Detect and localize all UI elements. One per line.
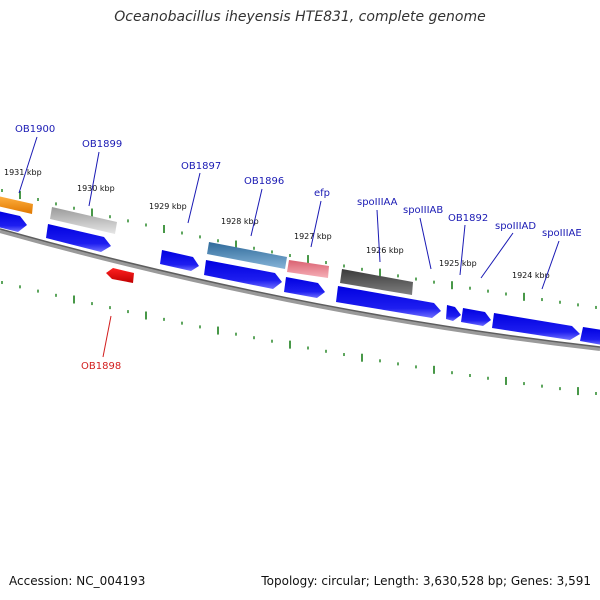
cds-arrow [46,224,111,252]
leader-line [419,217,432,270]
feature-block-pink [287,260,329,278]
gene-label-leaders [18,136,560,290]
leader-line [88,151,100,207]
leader-line [187,172,201,224]
leader-line [376,209,381,263]
leader-line [310,200,322,248]
cds-arrow [446,305,461,321]
cds-arrow-reverse [106,268,134,283]
gene-label[interactable]: OB1900 [15,124,55,135]
cds-arrow [284,277,325,298]
feature-block-orange [0,196,33,214]
kbp-label: 1925 kbp [439,259,477,268]
cds-arrow [160,250,199,271]
leader-line [541,240,560,290]
leader-line-reverse [102,315,112,358]
gene-label-reverse[interactable]: OB1898 [81,361,121,372]
gene-label[interactable]: OB1899 [82,139,122,150]
gene-label[interactable]: OB1892 [448,213,488,224]
kbp-label: 1931 kbp [4,168,42,177]
gene-label[interactable]: spoIIIAA [357,197,398,208]
reverse-strand-ticks [1,280,597,396]
cds-arrow [492,313,580,340]
cds-arrow [336,286,441,318]
gene-label[interactable]: spoIIIAB [403,205,443,216]
gene-label[interactable]: spoIIIAD [495,221,536,232]
feature-block-grey [50,207,117,234]
feature-block-darkgrey [340,269,413,295]
map-title: Oceanobacillus iheyensis HTE831, complet… [114,9,486,25]
forward-gene-labels: OB1900 OB1899 OB1897 OB1896 efp spoIIIAA… [15,124,582,239]
accession-label: Accession: NC_004193 [9,574,146,588]
leader-line [459,224,466,276]
cds-arrow [461,308,491,326]
gene-label[interactable]: spoIIIAE [542,228,582,239]
leader-line [18,136,38,194]
kbp-label: 1929 kbp [149,202,187,211]
gene-label[interactable]: efp [314,188,330,199]
gene-label[interactable]: OB1896 [244,176,284,187]
gene-label[interactable]: OB1897 [181,161,221,172]
leader-line [250,188,263,237]
cds-arrow [204,260,282,289]
genome-backbone-highlight [0,228,600,348]
feature-block-steelblue [207,242,287,269]
genome-summary: Topology: circular; Length: 3,630,528 bp… [261,574,591,588]
kbp-label: 1926 kbp [366,246,404,255]
genome-backbone [0,229,600,351]
cds-arrow [0,211,27,232]
cds-arrow [580,327,600,345]
kbp-label: 1924 kbp [512,271,550,280]
leader-line [480,232,514,279]
kbp-label: 1930 kbp [77,184,115,193]
kbp-label: 1928 kbp [221,217,259,226]
